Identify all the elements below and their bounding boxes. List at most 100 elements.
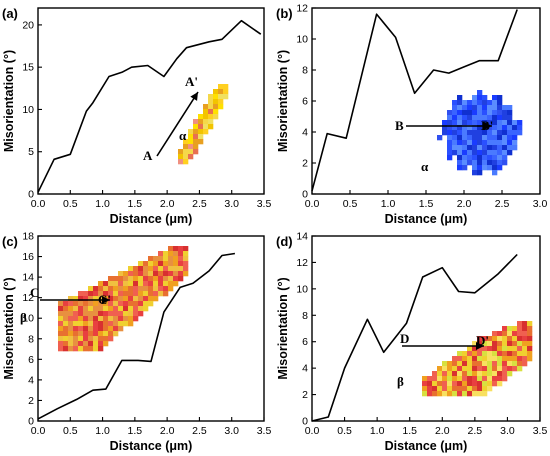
map-pixel [447, 150, 453, 156]
map-pixel [193, 119, 199, 125]
map-pixel [113, 316, 119, 322]
map-pixel [213, 89, 219, 95]
map-pixel [452, 381, 458, 387]
map-pixel [492, 341, 498, 347]
map-pixel [118, 321, 124, 327]
map-pixel [487, 160, 493, 166]
map-pixel [472, 346, 478, 352]
map-pixel [103, 286, 109, 292]
map-pixel [512, 326, 518, 332]
map-pixel [512, 145, 518, 151]
map-pixel [462, 140, 468, 146]
map-pixel [522, 336, 528, 342]
map-pixel [422, 391, 428, 397]
map-pixel [502, 140, 508, 146]
chart-panel-1: (a) 0.0 0.5 1.0 1.5 2.0 2.5 3.0 3.5 0 5 10 15 20 Dista… [2, 6, 271, 226]
map-pixel [58, 346, 64, 352]
map-pixel [63, 336, 69, 342]
arrowhead-icon [102, 296, 110, 304]
map-pixel [462, 115, 468, 121]
map-pixel [88, 336, 94, 342]
map-pixel [457, 95, 463, 101]
map-pixel [472, 155, 478, 161]
map-pixel [457, 115, 463, 121]
y-tick-label: 12 [296, 3, 308, 15]
map-pixel [497, 381, 503, 387]
map-pixel [98, 336, 104, 342]
map-pixel [93, 321, 99, 327]
map-pixel [492, 115, 498, 121]
map-pixel [93, 341, 99, 347]
map-pixel [203, 104, 209, 110]
map-pixel [467, 120, 473, 126]
map-pixel [502, 115, 508, 121]
map-pixel [178, 276, 184, 282]
map-pixel [118, 291, 124, 297]
map-pixel [83, 346, 89, 352]
map-pixel [203, 129, 209, 135]
profile-start-label: A [143, 148, 153, 163]
profile-end-label: A' [185, 74, 198, 89]
map-pixel [203, 119, 209, 125]
x-tick-label: 1.5 [402, 425, 417, 437]
map-pixel [447, 391, 453, 397]
map-pixel [457, 165, 463, 171]
map-pixel [213, 104, 219, 110]
map-pixel [512, 351, 518, 357]
map-pixel [487, 386, 493, 392]
map-pixel [83, 336, 89, 342]
map-pixel [88, 326, 94, 332]
map-pixel [497, 120, 503, 126]
map-pixel [178, 154, 184, 160]
panel-label: (d) [276, 234, 293, 249]
map-pixel [502, 145, 508, 151]
map-pixel [98, 341, 104, 347]
map-pixel [487, 120, 493, 126]
map-pixel [467, 371, 473, 377]
map-pixel [467, 391, 473, 397]
map-pixel [457, 381, 463, 387]
map-pixel [113, 321, 119, 327]
map-pixel [507, 366, 513, 372]
y-tick-label: 12 [22, 292, 34, 304]
map-pixel [108, 286, 114, 292]
x-tick-label: 1.5 [128, 425, 143, 437]
map-pixel [103, 316, 109, 322]
map-pixel [218, 84, 224, 90]
map-pixel [447, 155, 453, 161]
map-pixel [522, 326, 528, 332]
map-pixel [103, 341, 109, 347]
y-tick-label: 0 [28, 189, 34, 201]
map-pixel [467, 381, 473, 387]
map-pixel [487, 341, 493, 347]
map-pixel [158, 281, 164, 287]
misorientation-series-line [311, 9, 518, 192]
map-pixel [108, 291, 114, 297]
map-pixel [472, 371, 478, 377]
map-pixel [497, 100, 503, 106]
map-pixel [477, 145, 483, 151]
map-pixel [203, 114, 209, 120]
map-pixel [198, 129, 204, 135]
map-pixel [507, 356, 513, 362]
map-pixel [452, 376, 458, 382]
map-pixel [482, 351, 488, 357]
map-pixel [133, 276, 139, 282]
map-pixel [477, 170, 483, 176]
x-tick-label: 3.5 [257, 425, 272, 437]
y-tick-label: 4 [302, 363, 308, 375]
map-pixel [492, 351, 498, 357]
map-pixel [148, 276, 154, 282]
map-pixel [452, 150, 458, 156]
map-pixel [138, 261, 144, 267]
map-pixel [118, 296, 124, 302]
map-pixel [507, 346, 513, 352]
map-pixel [447, 135, 453, 141]
map-pixel [482, 341, 488, 347]
map-pixel [108, 281, 114, 287]
map-pixel [83, 331, 89, 337]
map-pixel [73, 341, 79, 347]
map-pixel [118, 311, 124, 317]
map-pixel [138, 311, 144, 317]
map-pixel [462, 361, 468, 367]
